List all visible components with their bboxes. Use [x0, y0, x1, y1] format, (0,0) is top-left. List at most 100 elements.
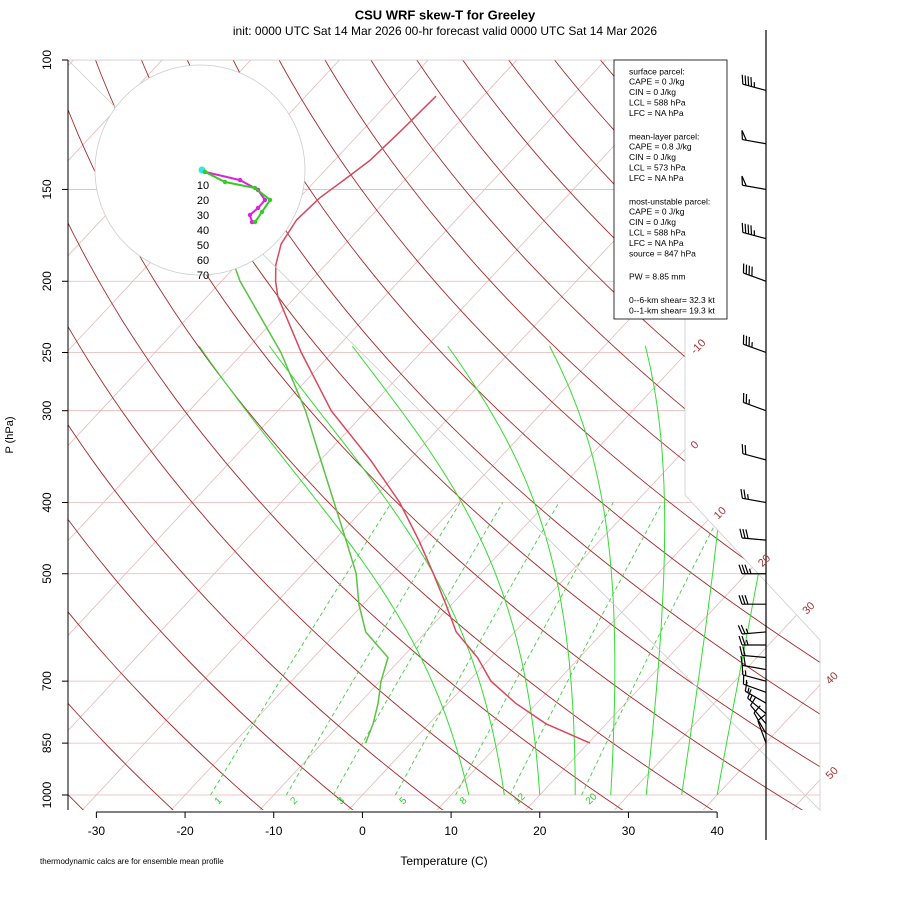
wind-barb	[747, 689, 767, 715]
dry-adiabat	[278, 60, 820, 810]
hodograph-ring-label: 70	[197, 270, 209, 282]
info-text: LCL = 573 hPa	[629, 162, 686, 172]
info-text: CIN = 0 J/kg	[629, 87, 676, 97]
x-tick-label: 0	[359, 824, 366, 838]
wind-barb	[744, 681, 767, 704]
hodograph-point	[222, 179, 228, 185]
moist-adiabat	[447, 345, 576, 795]
mixing-ratio-label: 1	[213, 795, 225, 807]
dry-adiabat	[324, 60, 820, 810]
x-tick-label: -10	[265, 824, 283, 838]
x-tick-label: -30	[88, 824, 106, 838]
info-text: CAPE = 0 J/kg	[629, 77, 685, 87]
hodograph-point	[202, 169, 208, 175]
wind-barb	[742, 334, 767, 354]
x-tick-label: 30	[622, 824, 636, 838]
wind-barb	[738, 594, 766, 605]
isotherm	[702, 60, 820, 810]
isotherm-label: 20	[756, 552, 773, 569]
hodograph-point	[267, 197, 273, 203]
moist-adiabat	[644, 345, 666, 796]
hodograph-ring-label: 30	[197, 210, 209, 222]
mixing-ratio-label: 20	[584, 791, 600, 807]
dewpoint-profile	[233, 264, 389, 744]
info-text: 0--1-km shear= 19.3 kt	[629, 305, 715, 315]
wind-barb	[750, 696, 767, 725]
isotherm	[524, 60, 820, 810]
info-text: CAPE = 0.8 J/kg	[629, 142, 692, 152]
y-tick-label: 250	[40, 342, 54, 362]
hodograph-point	[237, 177, 243, 183]
hodograph-ring-label: 10	[197, 180, 209, 192]
hodograph-ring-label: 20	[197, 195, 209, 207]
isotherm	[258, 60, 820, 810]
info-text: PW = 8.85 mm	[629, 272, 685, 282]
wind-barb	[741, 444, 767, 461]
isotherm	[613, 60, 820, 810]
temperature-profile	[274, 95, 591, 744]
isotherm	[68, 60, 606, 810]
mixing-ratio-label: 8	[458, 795, 470, 807]
info-text: mean-layer parcel:	[629, 131, 699, 141]
info-text: CAPE = 0 J/kg	[629, 207, 685, 217]
y-tick-label: 500	[40, 563, 54, 583]
info-text: most-unstable parcel:	[629, 196, 710, 206]
isotherm-label: 50	[824, 765, 841, 782]
wind-barb	[742, 392, 767, 412]
info-text: CIN = 0 J/kg	[629, 152, 676, 162]
dry-adiabat	[68, 60, 354, 810]
chart-subtitle: init: 0000 UTC Sat 14 Mar 2026 00-hr for…	[233, 24, 658, 38]
info-text: CIN = 0 J/kg	[629, 217, 676, 227]
wind-barb	[753, 705, 767, 734]
dry-adiabat	[68, 60, 534, 810]
info-box	[613, 59, 728, 320]
info-text: LFC = NA hPa	[629, 238, 684, 248]
isotherm	[68, 60, 429, 810]
moist-adiabat	[351, 345, 541, 796]
moist-adiabat	[269, 345, 505, 796]
dry-adiabat	[68, 60, 264, 810]
isotherm	[68, 60, 518, 810]
mixing-ratio-line	[455, 502, 614, 796]
wind-barb	[742, 263, 767, 282]
y-tick-label: 100	[40, 50, 54, 70]
x-tick-label: 10	[444, 824, 458, 838]
wind-barb	[741, 74, 767, 92]
mixing-ratio-line	[210, 502, 392, 796]
dry-adiabat	[462, 60, 820, 810]
x-tick-label: -20	[176, 824, 194, 838]
dry-adiabat	[68, 60, 444, 810]
footnote: thermodynamic calcs are for ensemble mea…	[40, 857, 224, 866]
mixing-ratio-line	[332, 502, 504, 796]
dry-adiabat	[783, 60, 820, 810]
hodograph-point	[255, 205, 261, 211]
hodograph-ring-label: 50	[197, 240, 209, 252]
wind-barb	[738, 564, 766, 575]
info-text: LCL = 588 hPa	[629, 97, 686, 107]
info-text: source = 847 hPa	[629, 248, 696, 258]
wind-barb	[739, 528, 767, 541]
hodograph-point	[252, 219, 258, 225]
moist-adiabat	[198, 345, 470, 796]
y-tick-label: 150	[40, 179, 54, 199]
hodograph-ring-label: 60	[197, 255, 209, 267]
dry-adiabat	[830, 60, 900, 811]
hodograph: 10 20 30 40 50 60 70	[94, 64, 306, 282]
wind-barb	[738, 635, 766, 646]
info-text: LFC = NA hPa	[629, 173, 684, 183]
dry-adiabat	[737, 60, 820, 810]
isotherm-label: -10	[689, 337, 709, 357]
hodograph-point	[259, 209, 265, 215]
x-axis-label: Temperature (C)	[400, 854, 487, 868]
mixing-ratio-label: 3	[335, 795, 347, 807]
y-tick-label: 200	[40, 271, 54, 291]
y-tick-label: 300	[40, 400, 54, 420]
y-tick-label: 700	[40, 671, 54, 691]
hodograph-point	[252, 185, 258, 191]
info-text: 0--6-km shear= 32.3 kt	[629, 295, 715, 305]
hodograph-ring-label: 40	[197, 225, 209, 237]
wind-barb	[741, 665, 767, 682]
info-text: LFC = NA hPa	[629, 108, 684, 118]
